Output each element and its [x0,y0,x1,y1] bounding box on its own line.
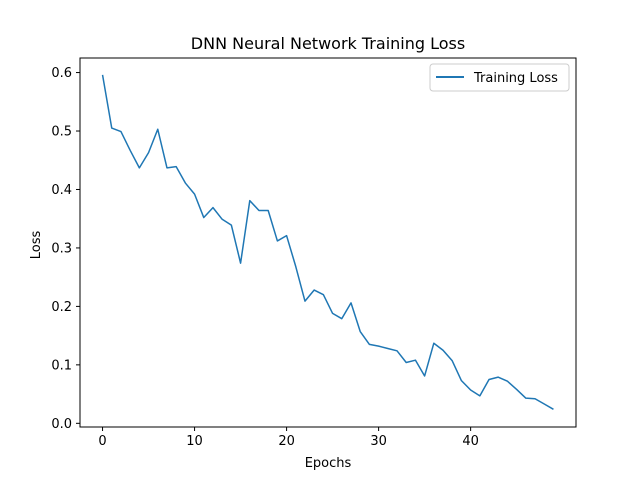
y-tick-label: 0.1 [51,358,72,373]
y-tick-label: 0.2 [51,300,72,315]
y-axis-ticks: 0.0 0.1 0.2 0.3 0.4 0.5 0.6 [51,66,80,432]
y-tick-label: 0.0 [51,417,72,432]
y-tick-label: 0.5 [51,125,72,140]
plot-area [79,57,577,428]
x-tick-label: 20 [278,434,295,449]
legend: Training Loss [429,63,570,92]
x-axis-ticks: 0 10 20 30 40 [98,427,479,449]
chart-title: DNN Neural Network Training Loss [191,34,465,53]
y-tick-label: 0.3 [51,241,72,256]
x-tick-label: 40 [462,434,479,449]
plot-frame [79,57,577,428]
x-axis-label: Epochs [305,456,352,471]
series-line-training-loss [101,74,554,410]
y-tick-label: 0.6 [51,66,72,81]
x-tick-label: 10 [186,434,203,449]
legend-box [429,63,570,92]
x-tick-label: 0 [98,434,106,449]
y-axis-label: Loss [29,231,44,260]
y-tick-label: 0.4 [51,183,72,198]
legend-label: Training Loss [473,71,558,86]
x-tick-label: 30 [370,434,387,449]
